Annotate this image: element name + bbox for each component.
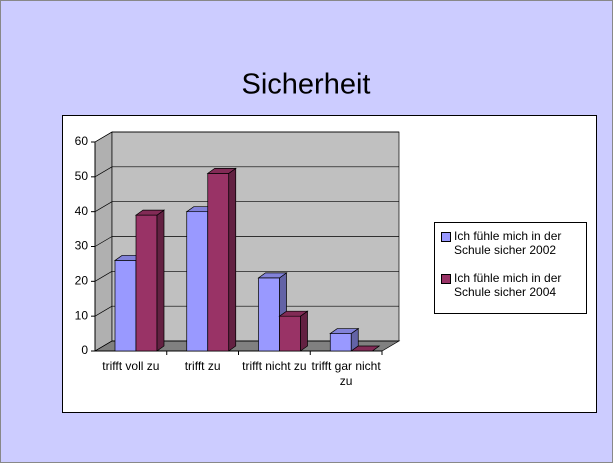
y-tick-label: 60: [75, 134, 89, 148]
bar-top-shade: [330, 328, 359, 334]
bar-top-shade: [351, 346, 380, 351]
bar-top: [278, 310, 309, 317]
grid-line-side: [94, 131, 113, 143]
bar-top: [329, 328, 360, 334]
bar: [278, 310, 309, 352]
grid-line-side: [94, 340, 113, 352]
legend-swatch: [441, 232, 451, 242]
legend-swatch: [441, 274, 451, 284]
grid-line-side: [94, 236, 113, 247]
x-tick-label: trifft nicht zu: [242, 359, 307, 373]
bar-side-shade: [300, 311, 308, 351]
y-tick-label: 30: [75, 239, 89, 253]
bar: [134, 209, 166, 352]
bar-front: [279, 315, 301, 352]
bar-side-shade: [157, 210, 164, 351]
bar: [206, 167, 237, 352]
bar-top-shade: [279, 311, 308, 317]
y-tick-label: 10: [75, 308, 89, 322]
bar-top-shade: [207, 168, 236, 174]
x-tick-label: trifft voll zu: [102, 359, 160, 373]
y-tick-label: 50: [75, 169, 89, 183]
bar-side-shade: [228, 168, 236, 351]
bar-top-shade: [258, 272, 287, 278]
bar-front: [114, 260, 137, 352]
grid-line-side: [94, 166, 113, 178]
x-tick-label: trifft gar nicht zu: [311, 359, 381, 388]
grid-line-side: [94, 201, 113, 212]
x-tick-label: trifft zu: [184, 359, 221, 373]
bar-front: [135, 214, 158, 352]
bar-front: [258, 277, 280, 352]
chart-title: Sicherheit: [242, 69, 371, 101]
y-tick-label: 40: [75, 204, 89, 218]
bar-front: [329, 333, 352, 352]
y-tick-label: 0: [81, 343, 88, 357]
grid-line-side: [94, 271, 113, 282]
bar-top: [257, 272, 288, 279]
bar-top: [134, 209, 166, 216]
legend-label: Ich fühle mich in der Schule sicher 2004: [454, 271, 562, 299]
grid-line-side: [94, 305, 113, 317]
bar-front: [186, 211, 209, 352]
legend-box: [434, 222, 587, 314]
bar-front: [207, 173, 230, 352]
legend-label: Ich fühle mich in der Schule sicher 2002: [454, 229, 562, 257]
bar-side-shade: [351, 328, 359, 351]
bar-top: [350, 345, 381, 352]
y-tick-label: 20: [75, 274, 89, 288]
bar-top: [206, 168, 237, 174]
bar: [350, 345, 381, 352]
bar-top-shade: [136, 210, 164, 216]
bar: [329, 327, 360, 352]
